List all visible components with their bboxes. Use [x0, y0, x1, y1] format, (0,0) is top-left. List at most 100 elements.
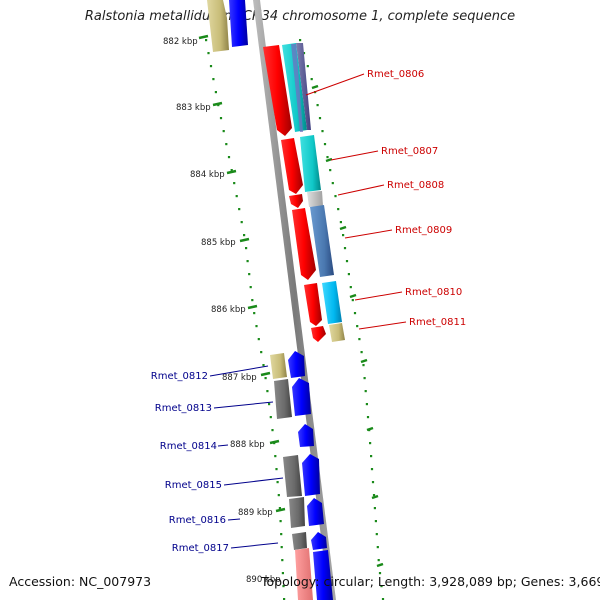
tick-mark	[275, 507, 286, 513]
tick-dot	[372, 494, 376, 497]
tick-mark	[339, 225, 347, 231]
tick-dot	[277, 494, 280, 497]
tick-dot	[249, 286, 252, 289]
gene-label-rmet-0807[interactable]: Rmet_0807	[381, 146, 438, 157]
tick-dot	[351, 299, 354, 302]
left-label-connectors	[209, 365, 284, 549]
gene-label-rmet-0811[interactable]: Rmet_0811	[409, 317, 466, 328]
tick-dot	[227, 156, 231, 159]
tick-dot	[343, 247, 347, 250]
gene-rmet-0817[interactable]	[292, 532, 327, 550]
tick-dot	[366, 416, 370, 419]
tick-dot	[375, 533, 378, 536]
tick-dot	[281, 559, 284, 562]
kbp-label: 882 kbp	[163, 37, 198, 47]
tick-dot	[207, 52, 210, 55]
gene-bottom-partial[interactable]	[295, 548, 333, 600]
tick-dot	[240, 221, 243, 224]
connector-line	[358, 321, 407, 330]
tick-dot	[371, 481, 375, 484]
gene-label-rmet-0809[interactable]: Rmet_0809	[395, 225, 452, 236]
tick-dot	[331, 182, 334, 185]
tick-mark	[226, 169, 237, 175]
gene-label-rmet-0810[interactable]: Rmet_0810	[405, 287, 462, 298]
kbp-label: 890 kbp	[246, 575, 281, 585]
gene-label-rmet-0813[interactable]: Rmet_0813	[155, 403, 212, 414]
tick-dot	[235, 195, 238, 198]
gene-label-rmet-0806[interactable]: Rmet_0806	[367, 69, 424, 80]
tick-dot	[376, 546, 379, 549]
major-ticks	[198, 34, 384, 568]
tick-dot	[282, 585, 285, 588]
gene-label-rmet-0812[interactable]: Rmet_0812	[151, 371, 208, 382]
tick-dot	[362, 364, 365, 367]
tick-dot	[280, 546, 283, 549]
tick-dot	[233, 182, 236, 185]
tick-dot	[369, 442, 372, 445]
tick-dot	[378, 572, 382, 575]
gene-rmet-0810[interactable]	[304, 281, 342, 326]
tick-dot	[302, 52, 306, 55]
chromosome-backbone	[253, 0, 336, 600]
tick-dot	[268, 403, 271, 406]
tick-dot	[279, 520, 282, 523]
connector-line	[227, 518, 241, 521]
tick-dot	[370, 455, 373, 458]
tick-mark	[311, 84, 319, 90]
connector-line	[330, 150, 379, 161]
tick-dot	[276, 481, 279, 484]
tick-dot	[326, 156, 329, 159]
right-label-connectors	[305, 73, 407, 330]
tick-dot	[251, 299, 254, 302]
tick-dot	[243, 234, 246, 237]
gene-label-rmet-0817[interactable]: Rmet_0817	[172, 543, 229, 554]
gene-rmet-0814[interactable]	[298, 424, 314, 447]
gene-rmet-0812[interactable]	[270, 351, 305, 379]
tick-dot	[257, 338, 260, 341]
tick-dot	[347, 273, 350, 276]
tick-dot	[269, 416, 272, 419]
tick-dots-right	[299, 39, 385, 600]
tick-dot	[246, 260, 249, 263]
tick-dot	[363, 377, 366, 380]
kbp-label: 883 kbp	[176, 103, 211, 113]
tick-dot	[353, 312, 357, 315]
gene-top-partial[interactable]	[207, 0, 248, 52]
gene-rmet-0815[interactable]	[283, 454, 320, 497]
gene-label-rmet-0816[interactable]: Rmet_0816	[169, 515, 226, 526]
gene-label-rmet-0808[interactable]: Rmet_0808	[387, 180, 444, 191]
tick-mark	[239, 237, 250, 243]
right-labels: Rmet_0806 Rmet_0807 Rmet_0808 Rmet_0809 …	[367, 69, 466, 328]
tick-dot	[329, 169, 332, 172]
tick-dot	[360, 351, 363, 354]
connector-line	[305, 73, 365, 96]
accession-text: Accession: NC_007973	[9, 574, 152, 589]
tick-mark	[371, 494, 379, 500]
connector-line	[230, 542, 279, 549]
tick-mark	[376, 562, 384, 568]
gene-rmet-0816[interactable]	[289, 497, 324, 528]
gene-label-rmet-0815[interactable]: Rmet_0815	[165, 480, 222, 491]
tick-dot	[205, 39, 208, 42]
tick-dot	[238, 208, 241, 211]
tick-dot	[255, 325, 258, 328]
gene-rmet-0809[interactable]	[292, 205, 334, 280]
gene-rmet-0811[interactable]	[311, 323, 345, 342]
gene-label-rmet-0814[interactable]: Rmet_0814	[160, 441, 217, 452]
tick-dot	[230, 169, 233, 172]
gene-rmet-0808[interactable]	[289, 191, 323, 208]
tick-dot	[248, 273, 251, 276]
gene-rmet-0807[interactable]	[281, 135, 321, 194]
gene-rmet-0806[interactable]	[263, 43, 311, 136]
tick-dot	[225, 143, 228, 146]
tick-dot	[365, 403, 368, 406]
tick-dot	[345, 260, 349, 263]
tick-dot	[299, 39, 302, 42]
tick-dot	[281, 572, 284, 575]
tick-dot	[321, 130, 324, 133]
tick-dot	[274, 455, 277, 458]
tick-mark	[269, 439, 280, 445]
gene-rmet-0813[interactable]	[274, 378, 311, 419]
tick-dot	[337, 208, 340, 211]
